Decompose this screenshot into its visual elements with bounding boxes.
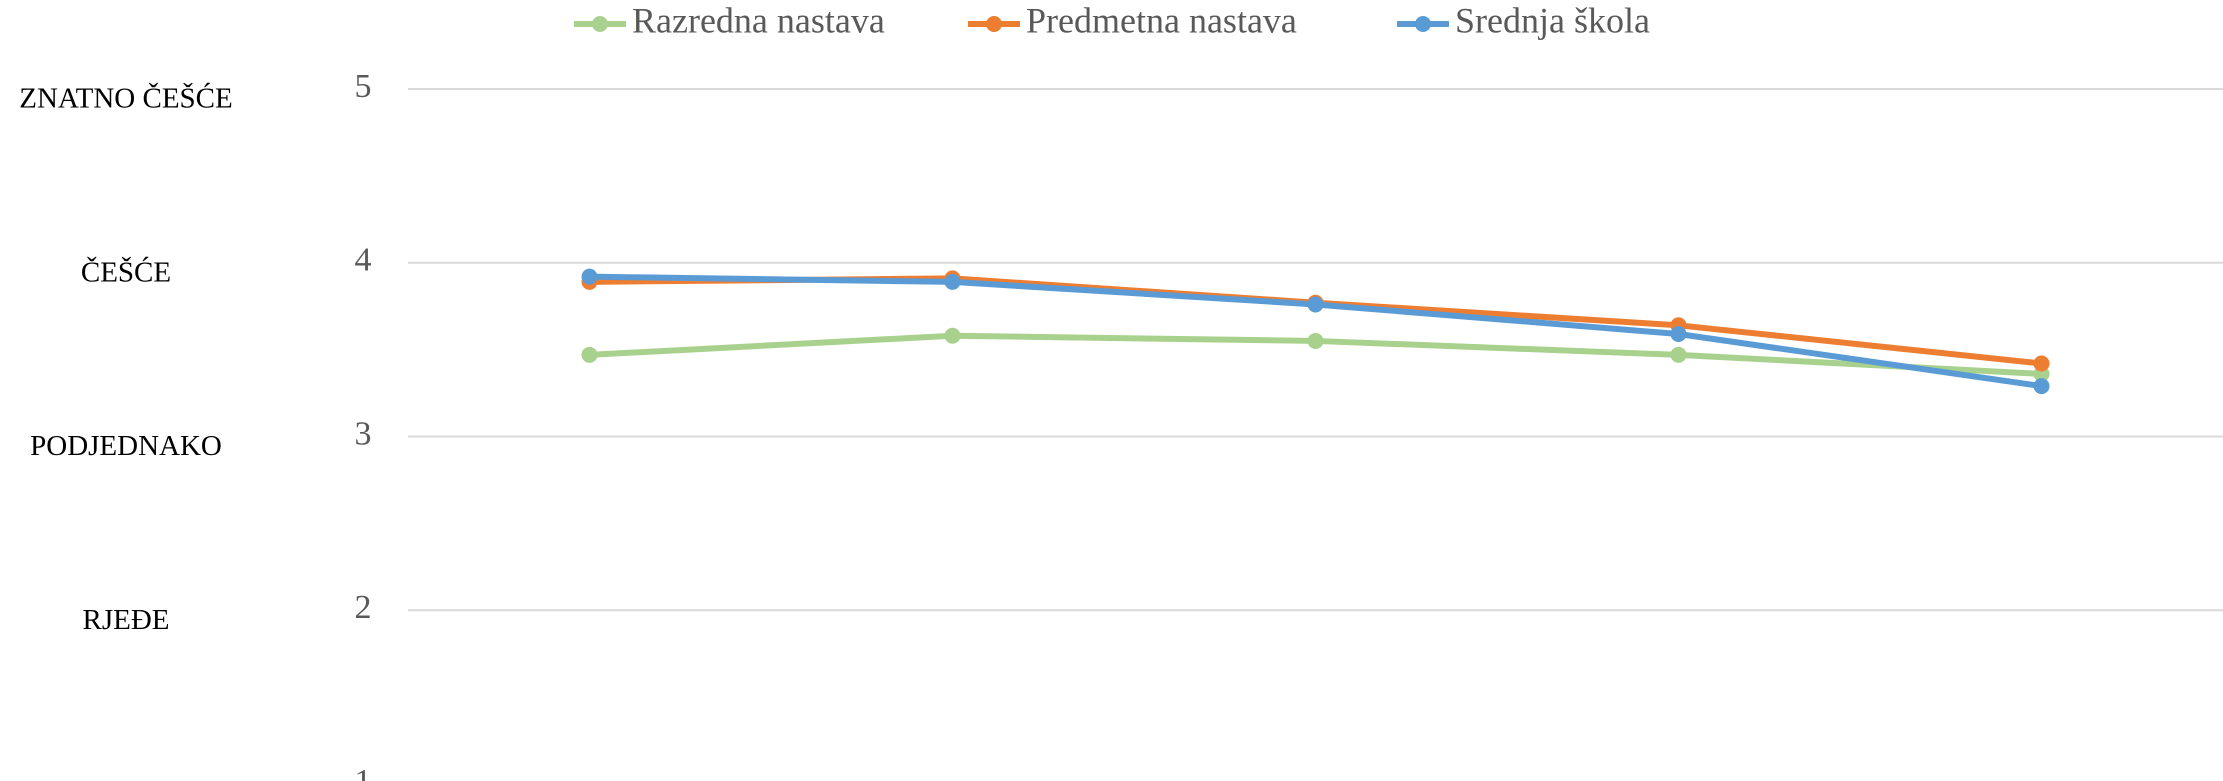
data-point: [1307, 296, 1324, 313]
y-tick-label: 1: [355, 763, 372, 781]
data-point: [581, 346, 598, 363]
data-point: [944, 273, 961, 290]
data-point: [581, 268, 598, 285]
data-point: [2033, 378, 2050, 395]
scale-label: RJEĐE: [83, 604, 170, 636]
data-point: [2033, 355, 2050, 372]
data-point: [944, 327, 961, 344]
y-tick-label: 4: [355, 242, 372, 279]
legend-label: Srednja škola: [1455, 0, 1650, 40]
legend-label: Razredna nastava: [632, 0, 885, 40]
y-tick-label: 3: [355, 415, 372, 452]
data-point: [1670, 325, 1687, 342]
data-point: [1307, 332, 1324, 349]
data-point: [1670, 346, 1687, 363]
legend-marker: [592, 16, 608, 32]
scale-label: ČEŠĆE: [81, 255, 171, 288]
y-tick-label: 5: [355, 68, 372, 105]
series-line: [586, 273, 2045, 390]
legend-marker: [986, 16, 1002, 32]
scale-label: ZNATNO RJEĐE: [21, 778, 231, 781]
legend-marker: [1415, 16, 1431, 32]
legend-label: Predmetna nastava: [1026, 0, 1297, 40]
scale-label: PODJEDNAKO: [30, 430, 222, 462]
y-tick-label: 2: [355, 589, 372, 626]
series-line: [586, 275, 2045, 367]
scale-label: ZNATNO ČEŠĆE: [19, 82, 232, 115]
